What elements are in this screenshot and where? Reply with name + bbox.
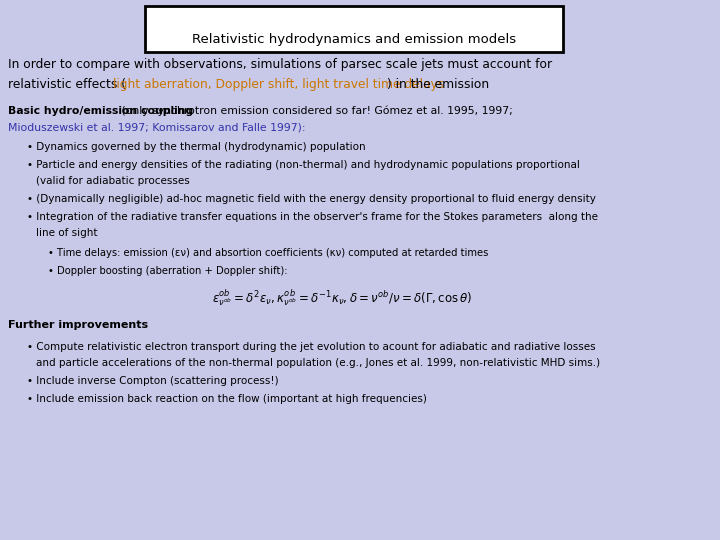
Text: • Compute relativistic electron transport during the jet evolution to acount for: • Compute relativistic electron transpor… xyxy=(27,342,595,352)
Text: and particle accelerations of the non-thermal population (e.g., Jones et al. 199: and particle accelerations of the non-th… xyxy=(36,358,600,368)
Text: $\varepsilon_{\nu^{ob}}^{ob} = \delta^2 \varepsilon_{\nu}, \kappa_{\nu^{ob}}^{ob: $\varepsilon_{\nu^{ob}}^{ob} = \delta^2 … xyxy=(212,288,472,308)
Text: • Doppler boosting (aberration + Doppler shift):: • Doppler boosting (aberration + Doppler… xyxy=(48,266,287,276)
Text: In order to compare with observations, simulations of parsec scale jets must acc: In order to compare with observations, s… xyxy=(8,58,552,71)
Text: (valid for adiabatic processes: (valid for adiabatic processes xyxy=(36,176,190,186)
Text: Mioduszewski et al. 1997; Komissarov and Falle 1997):: Mioduszewski et al. 1997; Komissarov and… xyxy=(8,122,305,132)
FancyBboxPatch shape xyxy=(145,6,563,52)
Text: Basic hydro/emission coupling: Basic hydro/emission coupling xyxy=(8,106,193,116)
Text: • Include inverse Compton (scattering process!): • Include inverse Compton (scattering pr… xyxy=(27,376,278,386)
Text: • Integration of the radiative transfer equations in the observer's frame for th: • Integration of the radiative transfer … xyxy=(27,212,598,222)
Text: • (Dynamically negligible) ad-hoc magnetic field with the energy density proport: • (Dynamically negligible) ad-hoc magnet… xyxy=(27,194,595,204)
Text: Further improvements: Further improvements xyxy=(8,320,148,330)
Text: :: : xyxy=(82,320,86,330)
Text: • Include emission back reaction on the flow (important at high frequencies): • Include emission back reaction on the … xyxy=(27,394,426,404)
Text: • Dynamics governed by the thermal (hydrodynamic) population: • Dynamics governed by the thermal (hydr… xyxy=(27,142,365,152)
Text: light aberration, Doppler shift, light travel time delays: light aberration, Doppler shift, light t… xyxy=(113,78,444,91)
Text: relativistic effects (: relativistic effects ( xyxy=(8,78,125,91)
Text: ) in the emission: ) in the emission xyxy=(387,78,489,91)
Text: • Time delays: emission (εν) and absortion coefficients (κν) computed at retarde: • Time delays: emission (εν) and absorti… xyxy=(48,248,488,258)
Text: (only synchrotron emission considered so far! Gómez et al. 1995, 1997;: (only synchrotron emission considered so… xyxy=(118,106,513,117)
Text: • Particle and energy densities of the radiating (non-thermal) and hydrodynamic : • Particle and energy densities of the r… xyxy=(27,160,580,170)
Text: line of sight: line of sight xyxy=(36,228,98,238)
Text: Relativistic hydrodynamics and emission models: Relativistic hydrodynamics and emission … xyxy=(192,33,516,46)
